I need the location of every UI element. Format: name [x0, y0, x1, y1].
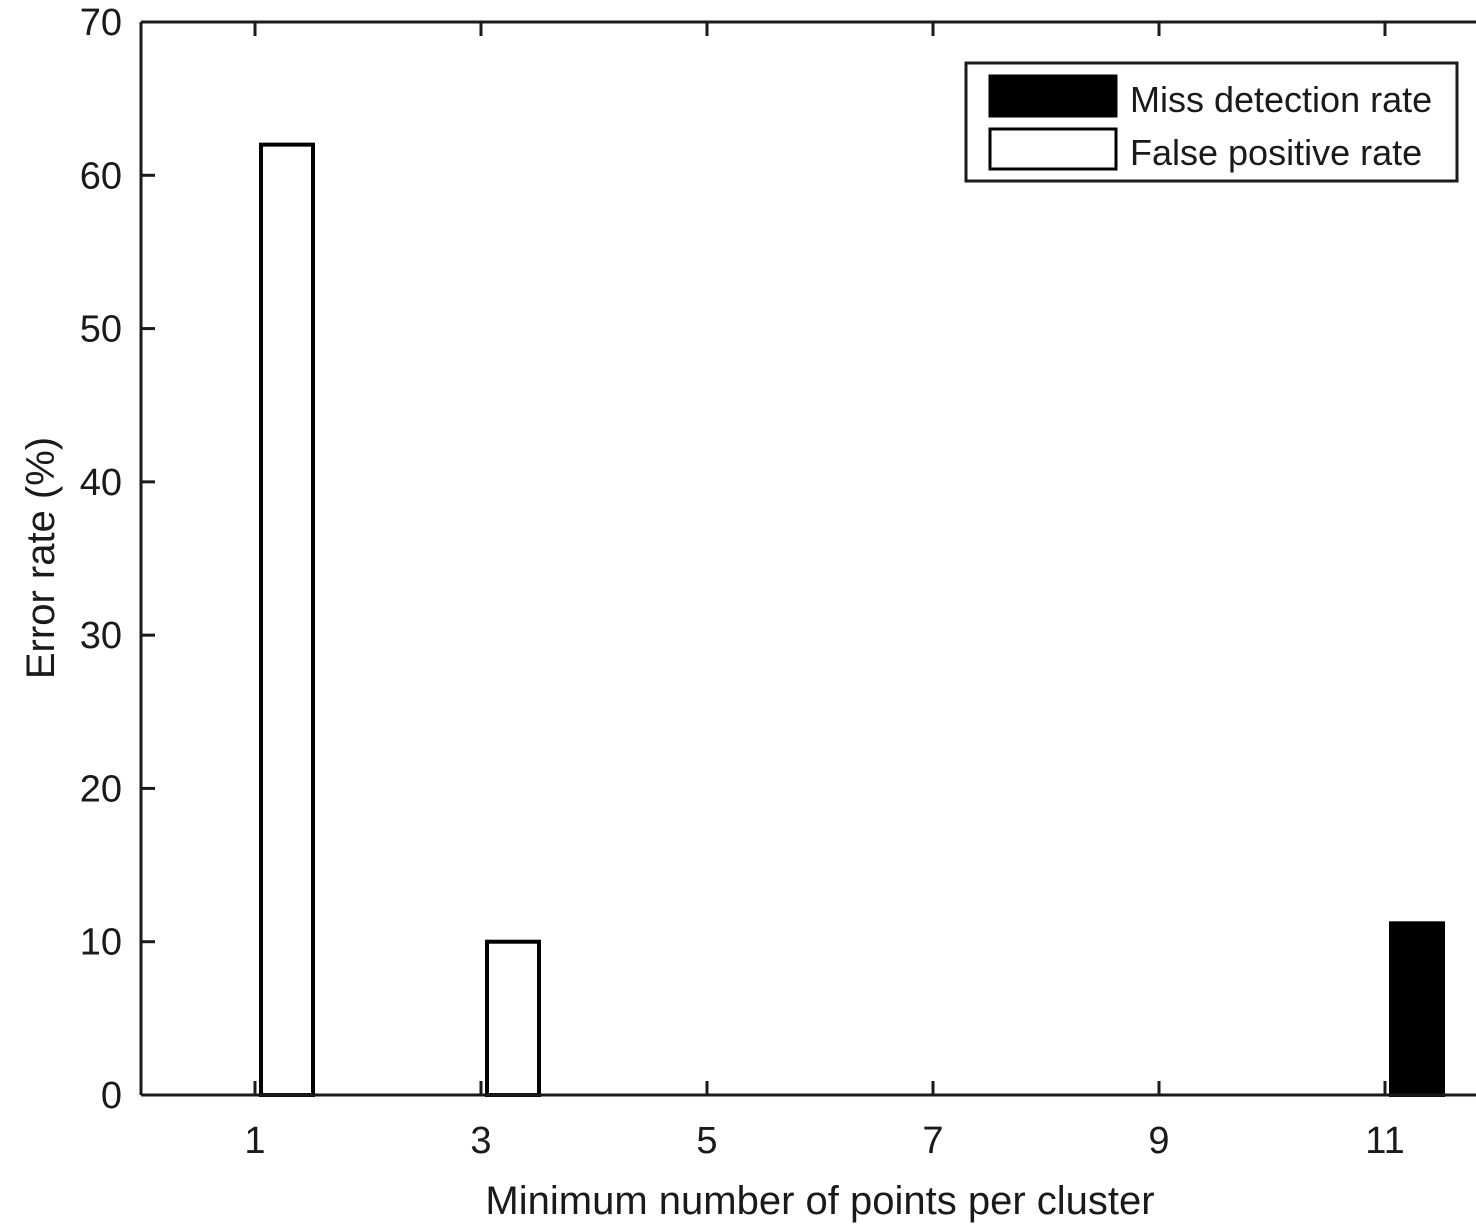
x-tick-label: 3 — [470, 1120, 491, 1162]
legend: Miss detection rate False positive rate — [964, 61, 1459, 183]
y-tick-label: 70 — [80, 2, 122, 44]
bar-false-positive-rate-x1 — [259, 142, 315, 1097]
plot-area — [141, 22, 1476, 1095]
y-axis-title: Error rate (%) — [19, 437, 63, 679]
y-tick-label: 10 — [80, 922, 122, 964]
legend-label-false-positive: False positive rate — [1130, 132, 1422, 173]
y-tick-label: 30 — [80, 615, 122, 657]
x-tick-label: 7 — [922, 1120, 943, 1162]
x-tick-label: 11 — [1365, 1120, 1404, 1162]
y-tick-label: 50 — [80, 309, 122, 351]
y-tick-label: 20 — [80, 768, 122, 810]
bar-miss-detection-rate-x11 — [1389, 921, 1445, 1097]
legend-swatch-false-positive — [988, 127, 1118, 171]
x-axis-title: Minimum number of points per cluster — [485, 1179, 1154, 1223]
x-tick-label: 5 — [696, 1120, 717, 1162]
tick-labels-group: 1 3 5 7 9 11 0 10 20 30 40 50 60 70 — [80, 2, 1405, 1162]
x-tick-label: 9 — [1148, 1120, 1169, 1162]
y-tick-label: 40 — [80, 462, 122, 504]
bars-group — [259, 142, 1445, 1098]
ticks-group — [141, 20, 1387, 1097]
bar-false-positive-rate-x3 — [485, 939, 541, 1098]
x-tick-label: 1 — [244, 1120, 265, 1162]
legend-swatch-miss-detection — [988, 74, 1118, 118]
legend-label-miss-detection: Miss detection rate — [1130, 79, 1432, 120]
y-tick-label: 0 — [101, 1075, 122, 1117]
y-tick-label: 60 — [80, 155, 122, 197]
